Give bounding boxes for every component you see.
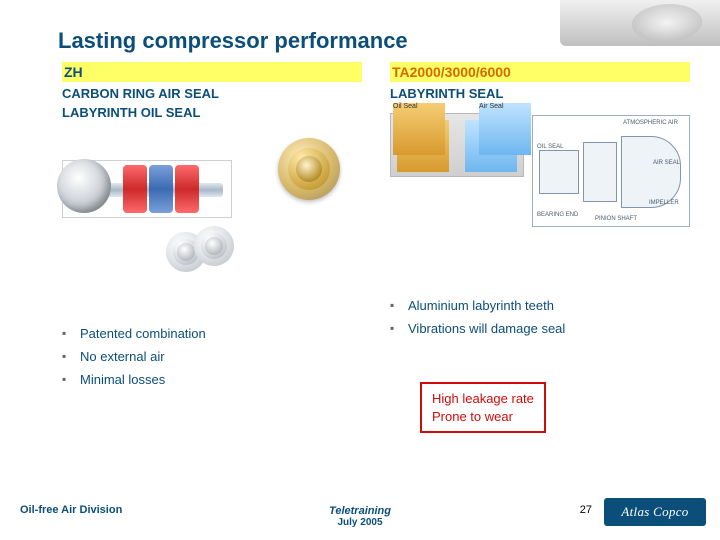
right-subline-1: LABYRINTH SEAL [390, 86, 690, 101]
left-header: ZH [62, 62, 362, 82]
bullet-item: Patented combination [62, 326, 342, 341]
silver-rings-illustration [166, 226, 236, 274]
gold-ring-illustration [278, 138, 340, 200]
bullet-item: Minimal losses [62, 372, 342, 387]
left-subline-2: LABYRINTH OIL SEAL [62, 105, 362, 120]
warning-box: High leakage rate Prone to wear [420, 382, 546, 433]
left-subline-1: CARBON RING AIR SEAL [62, 86, 362, 101]
left-column: ZH CARBON RING AIR SEAL LABYRINTH OIL SE… [62, 62, 362, 280]
slide-title: Lasting compressor performance [58, 28, 408, 54]
bullet-item: Aluminium labyrinth teeth [390, 298, 690, 313]
right-bullet-list: Aluminium labyrinth teeth Vibrations will… [390, 298, 690, 344]
bullet-item: No external air [62, 349, 342, 364]
footer: Oil-free Air Division Teletraining July … [0, 490, 720, 534]
right-image-area: Oil Seal Air Seal ATMOSPHERIC AIR OIL SE… [390, 113, 690, 263]
warning-line-1: High leakage rate [432, 390, 534, 408]
schematic-label: IMPELLER [649, 200, 679, 206]
right-header: TA2000/3000/6000 [390, 62, 690, 82]
left-bullet-list: Patented combination No external air Minim… [62, 326, 342, 395]
brand-logo: Atlas Copco [604, 498, 706, 526]
schematic-label: PINION SHAFT [595, 216, 637, 222]
left-image-area [62, 130, 362, 280]
schematic-label: OIL SEAL [537, 144, 563, 150]
impeller-shaft-illustration [62, 160, 232, 218]
cutaway-illustration: Oil Seal Air Seal [390, 113, 524, 177]
bullet-item: Vibrations will damage seal [390, 321, 690, 336]
header-banner-graphic [560, 0, 720, 46]
label-air-seal: Air Seal [479, 103, 531, 155]
right-column: TA2000/3000/6000 LABYRINTH SEAL Oil Seal… [390, 62, 690, 261]
schematic-label: ATMOSPHERIC AIR [623, 120, 678, 126]
footer-page-number: 27 [580, 504, 592, 516]
schematic-label: BEARING END [537, 212, 578, 218]
label-oil-seal: Oil Seal [393, 103, 445, 155]
warning-line-2: Prone to wear [432, 408, 534, 426]
schematic-illustration: ATMOSPHERIC AIR OIL SEAL AIR SEAL IMPELL… [532, 115, 690, 227]
schematic-label: AIR SEAL [653, 160, 680, 166]
